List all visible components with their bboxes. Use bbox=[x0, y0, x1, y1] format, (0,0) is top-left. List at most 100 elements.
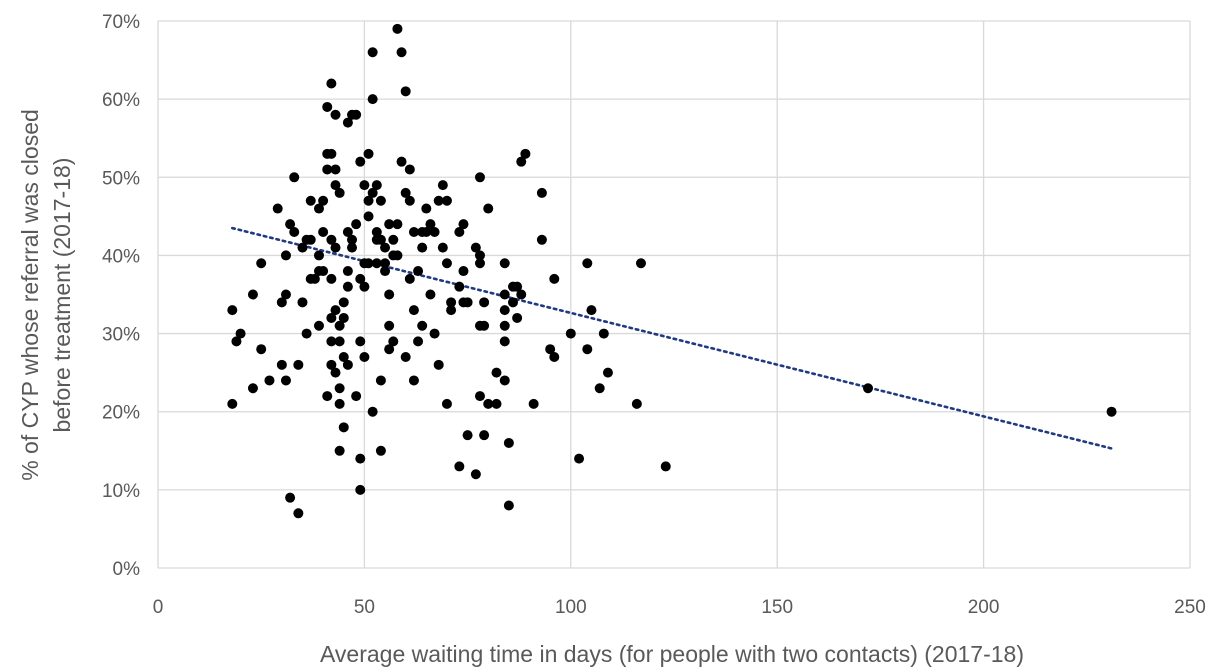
data-point bbox=[408, 375, 419, 386]
data-point bbox=[322, 164, 333, 175]
data-point bbox=[545, 344, 556, 355]
data-point bbox=[280, 289, 291, 300]
data-point bbox=[363, 148, 374, 159]
data-point bbox=[342, 226, 353, 237]
data-point bbox=[483, 398, 494, 409]
data-point bbox=[441, 195, 452, 206]
data-point bbox=[388, 234, 399, 245]
data-point bbox=[371, 258, 382, 269]
grid-lines bbox=[157, 20, 1191, 569]
data-point bbox=[429, 226, 440, 237]
data-point bbox=[355, 484, 366, 495]
data-point bbox=[392, 250, 403, 261]
data-point bbox=[359, 180, 370, 191]
data-point bbox=[371, 180, 382, 191]
data-point bbox=[446, 297, 457, 308]
data-point bbox=[301, 328, 312, 339]
data-point bbox=[512, 312, 523, 323]
data-point bbox=[272, 203, 283, 214]
data-point bbox=[289, 172, 300, 183]
data-point bbox=[280, 375, 291, 386]
data-point bbox=[635, 258, 646, 269]
data-point bbox=[330, 367, 341, 378]
data-point bbox=[499, 375, 510, 386]
data-point bbox=[396, 156, 407, 167]
data-point bbox=[347, 242, 358, 253]
data-point bbox=[425, 289, 436, 300]
data-point bbox=[338, 297, 349, 308]
data-point bbox=[598, 328, 609, 339]
data-point bbox=[417, 320, 428, 331]
data-point bbox=[380, 258, 391, 269]
data-point bbox=[437, 242, 448, 253]
data-point bbox=[433, 359, 444, 370]
y-tick-label: 0% bbox=[113, 559, 141, 580]
data-point bbox=[334, 336, 345, 347]
data-point bbox=[342, 117, 353, 128]
data-point bbox=[474, 391, 485, 402]
data-point bbox=[458, 266, 469, 277]
data-point bbox=[342, 281, 353, 292]
data-point bbox=[400, 86, 411, 97]
data-point bbox=[330, 180, 341, 191]
data-point bbox=[454, 461, 465, 472]
data-point bbox=[458, 219, 469, 230]
data-point bbox=[351, 109, 362, 120]
data-point bbox=[318, 266, 329, 277]
data-points bbox=[227, 23, 1117, 519]
data-point bbox=[516, 289, 527, 300]
data-point bbox=[359, 352, 370, 363]
data-point bbox=[334, 320, 345, 331]
y-tick-label: 20% bbox=[102, 403, 140, 424]
data-point bbox=[536, 234, 547, 245]
data-point bbox=[421, 226, 432, 237]
data-point bbox=[454, 226, 465, 237]
data-point bbox=[384, 219, 395, 230]
data-point bbox=[582, 344, 593, 355]
y-axis-ticks: 0% 10% 20% 30% 40% 50% 60% 70% bbox=[102, 12, 140, 580]
data-point bbox=[413, 266, 424, 277]
x-tick-label: 150 bbox=[761, 597, 793, 618]
data-point bbox=[297, 242, 308, 253]
data-point bbox=[355, 336, 366, 347]
data-point bbox=[375, 445, 386, 456]
data-point bbox=[280, 250, 291, 261]
data-point bbox=[499, 305, 510, 316]
data-point bbox=[479, 430, 490, 441]
data-point bbox=[384, 320, 395, 331]
data-point bbox=[425, 219, 436, 230]
data-point bbox=[380, 266, 391, 277]
data-point bbox=[351, 219, 362, 230]
data-point bbox=[363, 195, 374, 206]
data-point bbox=[594, 383, 605, 394]
data-point bbox=[380, 242, 391, 253]
data-point bbox=[264, 375, 275, 386]
data-point bbox=[338, 422, 349, 433]
data-point bbox=[499, 289, 510, 300]
data-point bbox=[474, 172, 485, 183]
data-point bbox=[470, 469, 481, 480]
data-point bbox=[574, 453, 585, 464]
data-point bbox=[446, 305, 457, 316]
data-point bbox=[297, 297, 308, 308]
data-point bbox=[404, 164, 415, 175]
x-axis-ticks: 0 50 100 150 200 250 bbox=[153, 597, 1206, 618]
data-point bbox=[437, 180, 448, 191]
data-point bbox=[355, 453, 366, 464]
data-point bbox=[396, 47, 407, 58]
data-point bbox=[247, 383, 258, 394]
data-point bbox=[342, 359, 353, 370]
data-point bbox=[565, 328, 576, 339]
data-point bbox=[462, 430, 473, 441]
data-point bbox=[417, 242, 428, 253]
data-point bbox=[508, 297, 519, 308]
data-point bbox=[384, 289, 395, 300]
data-point bbox=[474, 250, 485, 261]
data-point bbox=[863, 383, 874, 394]
data-point bbox=[326, 148, 337, 159]
data-point bbox=[330, 305, 341, 316]
data-point bbox=[479, 320, 490, 331]
data-point bbox=[367, 187, 378, 198]
y-tick-label: 40% bbox=[102, 246, 140, 267]
data-point bbox=[313, 320, 324, 331]
